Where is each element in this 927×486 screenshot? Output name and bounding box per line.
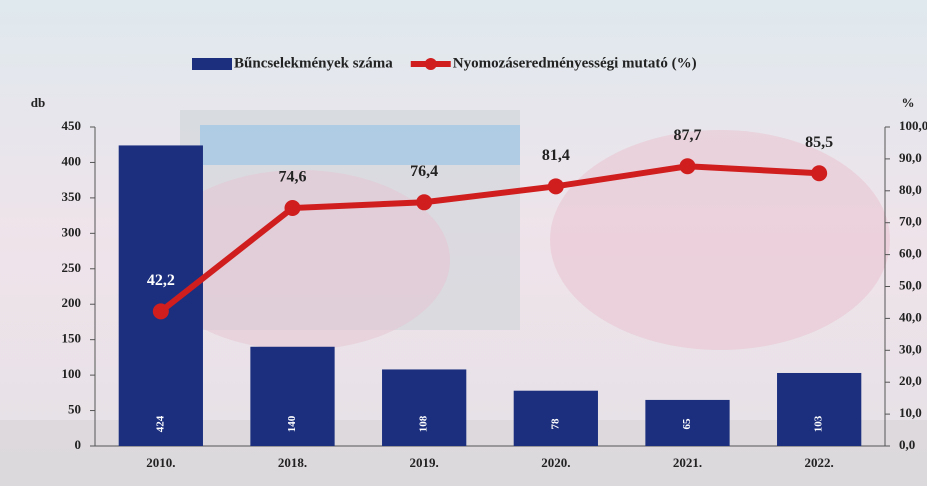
x-tick-label: 2018. [278, 455, 307, 470]
y-tick-label: 350 [62, 189, 82, 204]
y-tick-label: 300 [62, 224, 82, 239]
bar [513, 390, 598, 446]
line-marker [679, 158, 696, 175]
bar [250, 346, 335, 446]
y-tick-label: 50 [68, 402, 81, 417]
bar [118, 145, 203, 447]
y-tick-label: 0 [75, 437, 82, 452]
legend-swatch [424, 58, 437, 70]
x-tick-label: 2019. [410, 455, 439, 470]
y2-tick-label: 20,0 [899, 373, 922, 388]
y-tick-label: 250 [62, 260, 82, 275]
y2-tick-label: 50,0 [899, 277, 922, 292]
y2-tick-label: 40,0 [899, 309, 922, 324]
line-value-label: 87,7 [674, 127, 702, 144]
line-value-label: 74,6 [279, 169, 307, 186]
y2-tick-label: 0,0 [899, 437, 915, 452]
bar-value-label: 424 [154, 415, 166, 432]
tree [150, 170, 450, 350]
bar-value-label: 103 [813, 415, 825, 432]
line-marker [416, 194, 433, 211]
line-value-label: 76,4 [410, 163, 438, 180]
line-value-label: 42,2 [147, 272, 175, 289]
y-tick-label: 400 [62, 153, 82, 168]
windows [200, 125, 520, 165]
y2-tick-label: 60,0 [899, 246, 922, 261]
x-tick-label: 2021. [673, 455, 702, 470]
y-tick-label: 450 [62, 118, 82, 133]
y2-tick-label: 80,0 [899, 182, 922, 197]
legend-label: Nyomozáseredményességi mutató (%) [453, 55, 697, 71]
y2-tick-label: 30,0 [899, 341, 922, 356]
bar-value-label: 65 [681, 418, 693, 430]
y2-tick-label: 100,0 [899, 118, 927, 133]
x-tick-label: 2020. [541, 455, 570, 470]
y2-tick-label: 10,0 [899, 405, 922, 420]
bar [382, 369, 467, 446]
x-tick-label: 2022. [805, 455, 834, 470]
bar-value-label: 108 [418, 415, 430, 432]
line-value-label: 81,4 [542, 147, 570, 164]
line-value-label: 85,5 [805, 134, 833, 151]
line [158, 163, 820, 314]
bar-value-label: 78 [549, 418, 561, 430]
y2-tick-label: 90,0 [899, 150, 922, 165]
bar [777, 372, 862, 446]
line-marker [284, 200, 301, 217]
y-axis-label: db [31, 95, 45, 110]
y2-tick-label: 70,0 [899, 214, 922, 229]
tree [550, 130, 890, 350]
y-tick-label: 100 [62, 366, 82, 381]
x-tick-label: 2010. [146, 455, 175, 470]
bar [645, 399, 730, 446]
line-marker [547, 178, 564, 195]
y2-axis-label: % [902, 95, 915, 110]
bar-value-label: 140 [286, 415, 298, 432]
y-tick-label: 200 [62, 295, 82, 310]
line-marker [811, 165, 828, 182]
legend-swatch [192, 58, 232, 70]
y-tick-label: 150 [62, 331, 82, 346]
line-marker [152, 303, 169, 320]
legend-label: Bűncselekmények száma [234, 55, 393, 71]
